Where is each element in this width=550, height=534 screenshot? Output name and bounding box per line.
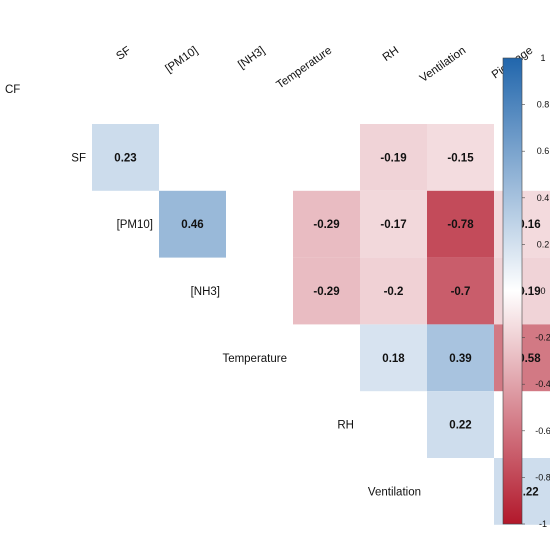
row-label-rh: RH [337,420,354,432]
colorbar-tick-label: 1 [540,53,545,63]
cell-nh3-temperature [293,257,360,325]
col-label-pm10: [PM10] [163,45,200,76]
row-labels: CF SF [PM10] [NH3] Temperature RH Ventilation [5,84,421,498]
cell-pm10-pm10 [159,190,226,258]
colorbar: 1 0.8 0.6 0.4 0.2 0 -0.2 -0.4 -0.6 -0.8 -1 [502,53,550,529]
value-label: 0.46 [181,219,203,231]
cell-pm10-ventilation [427,190,494,258]
colorbar-gradient [502,57,523,525]
value-label: 0.22 [449,420,471,432]
value-label: -0.19 [380,152,406,164]
colorbar-tick-label: -0.4 [535,379,550,389]
cell-temperature-rh [360,324,427,392]
row-label-nh3: [NH3] [191,286,220,298]
cell-sf-rh [360,124,427,191]
row-label-temperature: Temperature [222,353,287,365]
row-label-pm10: [PM10] [117,219,153,231]
col-label-nh3: [NH3] [236,45,267,72]
colorbar-tick-label: 0 [540,286,545,296]
colorbar-tick-label: 0.8 [537,100,550,110]
corner-cell [25,58,95,118]
col-label-rh: RH [381,45,402,64]
value-label: -0.7 [451,286,471,298]
colorbar-tick-label: 0.2 [537,239,550,249]
colorbar-tick-label: 0.4 [537,193,550,203]
value-label: -0.29 [313,219,339,231]
row-label-sf: SF [71,152,86,164]
heatmap-cells [92,124,550,525]
cell-pm10-temperature [293,190,360,258]
cell-sf-sf [92,124,159,191]
col-label-temperature: Temperature [274,45,334,92]
cell-pm10-rh [360,190,427,258]
cell-sf-ventilation [427,124,494,191]
value-label: -0.15 [447,152,474,164]
cell-nh3-rh [360,257,427,325]
colorbar-tick-label: -0.2 [535,333,550,343]
row-label-cf: CF [5,84,20,96]
colorbar-tick-label: -1 [539,519,547,529]
colorbar-tick-label: -0.8 [535,472,550,482]
value-label: 0.23 [114,152,136,164]
cell-rh-ventilation [427,391,494,458]
value-labels: 0.23 -0.19 -0.150.46 -0.29 -0.17 -0.78 -0.16-0… [114,152,541,498]
colorbar-tick-label: -0.6 [535,426,550,436]
value-label: -0.29 [313,286,339,298]
colorbar-ticks: 1 0.8 0.6 0.4 0.2 0 -0.2 -0.4 -0.6 -0.8 -1 [522,53,550,529]
column-labels: SF[PM10][NH3]TemperatureRHVentilationPig… [114,45,535,92]
value-label: -0.2 [384,286,404,298]
value-label: 0.39 [449,353,471,365]
value-label: 0.18 [382,353,405,365]
value-label: -0.17 [380,219,406,231]
cell-temperature-ventilation [427,324,494,392]
colorbar-tick-label: 0.6 [537,146,550,156]
cell-nh3-ventilation [427,257,494,325]
row-label-ventilation: Ventilation [368,486,421,498]
value-label: -0.78 [447,219,474,231]
col-label-ventilation: Ventilation [418,45,468,85]
col-label-sf: SF [114,45,133,63]
